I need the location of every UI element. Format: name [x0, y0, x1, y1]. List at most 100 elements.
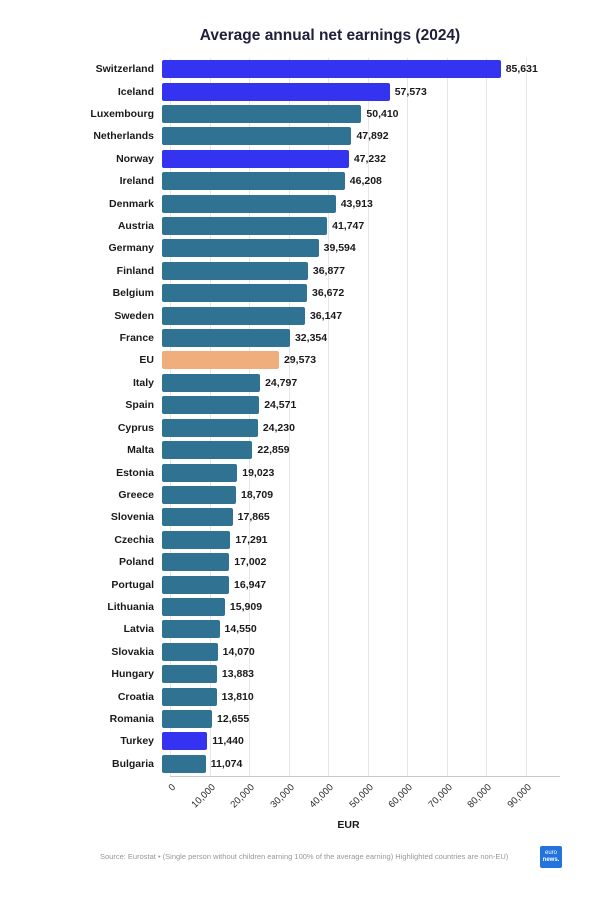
country-label: Estonia — [116, 466, 154, 479]
euronews-logo: euro news. — [540, 846, 562, 868]
value-label: 17,291 — [235, 533, 268, 546]
bar-row: Slovenia 17,865 — [0, 506, 600, 528]
bar-row: Malta 22,859 — [0, 439, 600, 461]
value-label: 17,865 — [237, 511, 270, 524]
value-label: 57,573 — [394, 85, 427, 98]
bar-row: Estonia 19,023 — [0, 461, 600, 483]
bar — [162, 82, 390, 101]
bar-row: Luxembourg 50,410 — [0, 103, 600, 125]
value-label: 32,354 — [294, 332, 328, 345]
bar-row: Bulgaria 11,074 — [0, 753, 600, 775]
gridline — [288, 58, 290, 776]
bar-row: Latvia 14,550 — [0, 618, 600, 640]
country-label: Switzerland — [95, 63, 154, 76]
bar — [162, 105, 362, 124]
country-label: Slovenia — [110, 511, 154, 524]
country-label: Norway — [116, 152, 154, 165]
value-label: 18,709 — [241, 488, 274, 501]
value-label: 46,208 — [349, 175, 382, 188]
bar — [162, 441, 253, 460]
x-axis-line — [170, 776, 560, 777]
value-label: 36,147 — [309, 309, 343, 322]
x-tick-label: 20,000 — [228, 782, 257, 811]
bar-row: Hungary 13,883 — [0, 663, 600, 685]
country-label: Turkey — [120, 735, 154, 748]
gridlines — [170, 58, 528, 776]
country-label: Czechia — [114, 533, 154, 546]
bar — [162, 329, 290, 348]
country-label: Slovakia — [111, 645, 154, 658]
country-label: Netherlands — [93, 130, 154, 143]
gridline — [209, 58, 211, 776]
bar — [162, 396, 260, 415]
country-label: Romania — [109, 712, 154, 725]
bar-row: France 32,354 — [0, 327, 600, 349]
bar-row: Croatia 13,810 — [0, 685, 600, 707]
value-label: 39,594 — [323, 242, 356, 255]
bar-row: Czechia 17,291 — [0, 529, 600, 551]
gridline — [367, 58, 369, 776]
country-label: France — [119, 332, 154, 345]
bar-rows: Switzerland 85,631 Iceland 57,573 Luxembourg… — [0, 58, 600, 775]
bar-row: Turkey 11,440 — [0, 730, 600, 752]
value-label: 24,571 — [264, 399, 297, 412]
value-label: 41,747 — [332, 220, 365, 233]
bar — [162, 530, 231, 549]
euronews-logo-line2: news. — [542, 857, 560, 863]
country-label: EU — [139, 354, 154, 367]
value-label: 36,877 — [312, 264, 345, 277]
x-tick-label: 50,000 — [347, 782, 376, 811]
bar — [162, 485, 236, 504]
value-label: 17,002 — [234, 556, 267, 569]
value-label: 43,913 — [340, 197, 373, 210]
value-label: 85,631 — [505, 63, 538, 76]
gridline — [486, 58, 488, 776]
bar — [162, 687, 217, 706]
bar-row: Sweden 36,147 — [0, 304, 600, 326]
bar-row: Greece 18,709 — [0, 484, 600, 506]
bar-row: Italy 24,797 — [0, 372, 600, 394]
country-label: Lithuania — [107, 600, 154, 613]
country-label: Finland — [116, 264, 154, 277]
value-label: 14,070 — [222, 645, 255, 658]
country-label: Iceland — [117, 85, 154, 98]
value-label: 50,410 — [366, 108, 399, 121]
x-axis-title: EUR — [337, 819, 360, 831]
bar — [162, 463, 238, 482]
bar-row: Ireland 46,208 — [0, 170, 600, 192]
value-label: 19,023 — [242, 466, 275, 479]
bar-row: Austria 41,747 — [0, 215, 600, 237]
bar — [162, 508, 233, 527]
bar — [162, 732, 208, 751]
bar-row: Portugal 16,947 — [0, 573, 600, 595]
x-tick-label: 10,000 — [189, 782, 218, 811]
bar-row: Finland 36,877 — [0, 260, 600, 282]
bar-row: Slovakia 14,070 — [0, 641, 600, 663]
euronews-logo-line1: euro — [544, 850, 557, 857]
x-tick-label: 60,000 — [386, 782, 416, 811]
bar — [162, 373, 261, 392]
gridline — [407, 58, 409, 776]
bar-row: Germany 39,594 — [0, 237, 600, 259]
chart-title: Average annual net earnings (2024) — [199, 27, 461, 44]
gridline — [249, 58, 251, 776]
country-label: Hungary — [111, 668, 154, 681]
bar — [162, 418, 258, 437]
value-label: 22,859 — [257, 444, 290, 457]
x-tick-label: 30,000 — [268, 782, 297, 811]
country-label: Cyprus — [117, 421, 154, 434]
country-label: Ireland — [119, 175, 154, 188]
bar — [162, 575, 230, 594]
bar — [162, 194, 336, 213]
x-tick-label: 70,000 — [426, 782, 455, 811]
bar-row: Iceland 57,573 — [0, 80, 600, 102]
bar — [162, 642, 218, 661]
country-label: Poland — [118, 556, 154, 569]
country-label: Belgium — [112, 287, 154, 300]
value-label: 13,810 — [221, 690, 254, 703]
bar — [162, 665, 217, 684]
value-label: 11,440 — [212, 735, 244, 748]
bar — [162, 306, 305, 325]
x-tick-label: 40,000 — [307, 782, 337, 811]
